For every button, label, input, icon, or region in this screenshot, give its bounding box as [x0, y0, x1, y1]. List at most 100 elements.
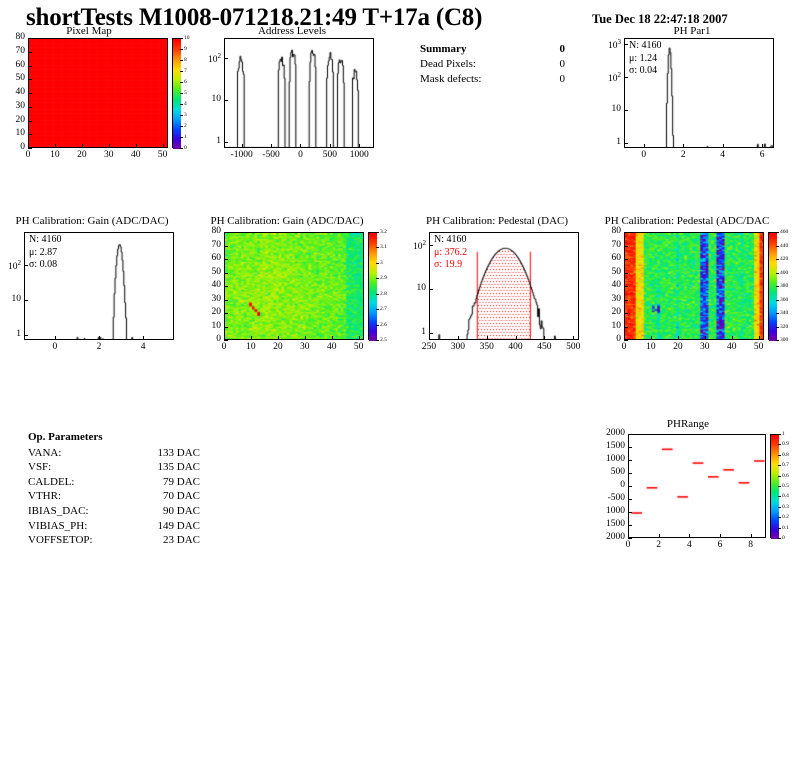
- color-scale-label: 2.8: [380, 290, 387, 297]
- plot-pixel-map[interactable]: Pixel Map 0 10 20 30 40 50 0 10 20 30 40 50 60 70 80 0 1 2…: [0, 25, 196, 160]
- plot-title: Address Levels: [257, 25, 327, 37]
- summary-heading-row: Summary 0: [420, 42, 565, 57]
- y-tick-label: 10: [611, 320, 622, 331]
- color-scale-tick: [776, 286, 779, 287]
- x-tick: [162, 144, 164, 148]
- color-scale-label: 5: [184, 90, 187, 96]
- x-tick: [486, 336, 488, 340]
- plot-ph-range[interactable]: PHRange 0 2 4 6 8 2000 1500 1000 -500 0 500 1000 1500…: [600, 418, 796, 550]
- x-tick-label: 500: [566, 342, 581, 352]
- plot-title: PH Calibration: Pedestal (ADC/DAC: [604, 215, 770, 227]
- x-tick: [643, 144, 645, 148]
- color-scale-label: 0.9: [782, 441, 789, 448]
- plot-title: PH Par1: [673, 25, 711, 37]
- y-tick: [628, 447, 632, 448]
- y-tick-label: 1: [216, 135, 221, 146]
- color-scale-gradient: [369, 233, 377, 341]
- color-scale-tick: [376, 340, 379, 341]
- x-tick: [135, 144, 137, 148]
- x-tick: [515, 336, 517, 340]
- y-tick-label: 10: [416, 283, 427, 294]
- x-tick-label: 0: [52, 342, 58, 352]
- color-scale-label: 3.2: [380, 229, 387, 235]
- color-scale-label: 400: [780, 269, 789, 276]
- x-tick-label: 30: [300, 342, 310, 352]
- y-tick: [28, 65, 32, 67]
- color-scale-label: 420: [780, 256, 789, 262]
- y-tick: [224, 141, 228, 143]
- plot-frame: [429, 232, 579, 340]
- y-tick-label: 50: [15, 73, 26, 84]
- plot-ph-calibration-pedestal-map[interactable]: PH Calibration: Pedestal (ADC/DAC 0 10 20 30…: [600, 215, 796, 352]
- color-scale-tick: [778, 475, 781, 477]
- plot-ph-par1[interactable]: PH Par1 0 2 4 6 1 10 102 103 N: 4160 μ: 1.24 σ: 0.0…: [600, 25, 796, 160]
- plot-address-levels[interactable]: Address Levels -1000 -500 0 500 1000 1 10 102: [200, 25, 396, 160]
- stat-sigma: σ: 0.04: [629, 65, 658, 76]
- y-tick-label: 2000: [606, 428, 625, 438]
- stats-box: N: 4160 μ: 1.24 σ: 0.04: [629, 40, 662, 78]
- y-tick: [28, 51, 32, 53]
- y-tick-label: 30: [611, 293, 622, 304]
- y-tick-label: 50: [211, 266, 222, 277]
- op-parameter-label: CALDEL:: [28, 475, 75, 488]
- y-tick: [24, 299, 28, 301]
- plot-ph-calibration-gain-hist[interactable]: PH Calibration: Gain (ADC/DAC) 0 2 4 1 10 102 N…: [0, 215, 196, 352]
- op-parameter-row: VANA: 133 DAC: [28, 446, 203, 461]
- summary-value: 0: [559, 73, 566, 85]
- y-tick-label: 1500: [606, 519, 625, 529]
- x-tick-label: 8: [748, 540, 754, 550]
- x-tick: [271, 144, 273, 148]
- y-tick: [628, 473, 632, 474]
- y-tick-label: 102: [8, 259, 21, 273]
- color-scale-tick: [180, 137, 183, 138]
- op-parameter-row: CALDEL: 79 DAC: [28, 475, 203, 490]
- op-parameter-row: VSF: 135 DAC: [28, 460, 203, 475]
- y-tick-label: 1000: [606, 454, 625, 464]
- y-tick-label: 10: [11, 293, 22, 304]
- plot-ph-calibration-pedestal-hist[interactable]: PH Calibration: Pedestal (DAC) 250 300 350 4…: [405, 215, 601, 352]
- color-scale-tick: [180, 104, 183, 105]
- stat-sigma: σ: 0.08: [29, 259, 58, 270]
- y-tick-label: 80: [15, 32, 26, 42]
- x-tick-label: 20: [77, 150, 87, 160]
- y-tick: [628, 460, 632, 461]
- plot-canvas: [430, 233, 578, 339]
- y-tick: [24, 334, 28, 336]
- x-tick: [544, 336, 546, 340]
- stat-n: N: 4160: [629, 40, 662, 51]
- y-tick: [224, 313, 228, 314]
- y-tick: [624, 286, 628, 287]
- color-scale-label: 0.8: [782, 451, 789, 458]
- color-scale-label: 1: [184, 134, 187, 140]
- x-tick-label: 40: [130, 150, 141, 160]
- plot-title: PHRange: [666, 418, 710, 430]
- plot-ph-calibration-gain-map[interactable]: PH Calibration: Gain (ADC/DAC) 0 10 20 30 40 5…: [200, 215, 396, 352]
- x-tick-label: 2: [680, 150, 686, 160]
- x-tick: [54, 144, 56, 148]
- y-tick-label: 60: [611, 253, 622, 263]
- y-tick-label: 20: [15, 114, 26, 125]
- plot-canvas: [25, 233, 173, 339]
- y-tick: [28, 79, 32, 81]
- color-scale-gradient: [173, 39, 181, 149]
- color-scale-tick: [376, 324, 379, 326]
- y-tick-label: 0: [616, 334, 621, 344]
- color-scale-tick: [180, 60, 183, 61]
- x-tick-label: 450: [537, 342, 552, 352]
- x-tick: [99, 336, 100, 340]
- x-tick-label: 2: [96, 342, 102, 352]
- y-tick: [28, 93, 32, 94]
- y-tick-label: 10: [211, 93, 222, 104]
- y-tick-label: 10: [211, 320, 222, 331]
- x-tick-label: 20: [673, 342, 683, 352]
- color-scale-tick: [180, 93, 183, 94]
- op-parameter-label: IBIAS_DAC:: [28, 504, 89, 517]
- summary-label: Mask defects:: [420, 73, 482, 85]
- x-tick-label: -500: [262, 150, 280, 160]
- y-tick: [28, 120, 32, 122]
- color-scale-label: 300: [780, 337, 789, 343]
- plot-title: PH Calibration: Gain (ADC/DAC): [15, 215, 169, 227]
- x-tick-label: 50: [353, 342, 364, 352]
- op-parameter-value: 135 DAC: [157, 461, 200, 474]
- x-tick: [359, 144, 361, 148]
